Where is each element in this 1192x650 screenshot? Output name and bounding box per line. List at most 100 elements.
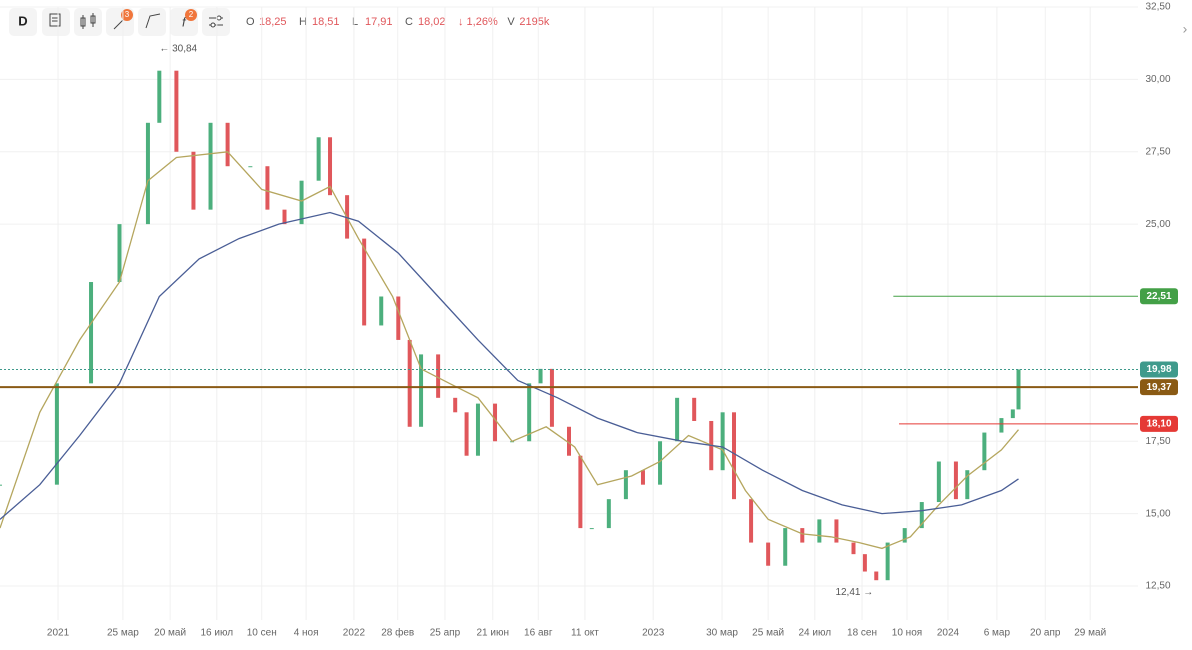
candle xyxy=(606,499,611,529)
x-tick-label: 4 ноя xyxy=(294,628,319,639)
candle xyxy=(658,441,663,485)
x-tick-label: 2021 xyxy=(47,628,70,639)
candle xyxy=(475,403,480,456)
candle xyxy=(316,137,321,181)
candle xyxy=(407,339,412,427)
y-tick-label: 25,00 xyxy=(1145,219,1170,230)
interval: D xyxy=(18,13,27,28)
chart-type-button[interactable] xyxy=(74,8,102,36)
candle xyxy=(732,412,737,500)
candle xyxy=(919,502,924,529)
ohlc-value: 18,02 xyxy=(418,16,446,28)
candle xyxy=(902,528,907,543)
candle xyxy=(567,426,571,456)
ohlc-label: O xyxy=(246,16,255,28)
candle xyxy=(527,383,532,442)
candle xyxy=(174,70,179,152)
candle xyxy=(817,519,822,543)
moving-average xyxy=(0,151,1019,550)
y-tick-label: 17,50 xyxy=(1145,436,1170,447)
candle xyxy=(191,151,196,210)
candle xyxy=(299,180,304,225)
candle xyxy=(936,461,941,503)
badge-count: 3 xyxy=(125,10,130,19)
level-label: 19,37 xyxy=(1146,382,1171,393)
candle xyxy=(379,296,384,326)
candle xyxy=(851,542,856,555)
candle xyxy=(157,70,162,123)
volume-label: V xyxy=(507,16,515,28)
x-tick-label: 30 мар xyxy=(706,628,738,639)
candle xyxy=(953,461,958,500)
ohlc-label: C xyxy=(405,16,413,28)
ohlc-label: H xyxy=(299,16,307,28)
candle xyxy=(0,484,2,486)
candle xyxy=(885,542,890,581)
plot xyxy=(0,6,1138,620)
x-tick-label: 24 июл xyxy=(799,628,832,639)
x-tick-label: 10 ноя xyxy=(892,628,922,639)
expand-arrow[interactable]: › xyxy=(1183,21,1188,37)
y-tick-label: 27,50 xyxy=(1145,146,1170,157)
icon xyxy=(145,13,161,29)
icon xyxy=(80,13,96,29)
settings-button[interactable] xyxy=(202,8,230,36)
badge xyxy=(185,9,197,21)
x-tick-label: 28 фев xyxy=(381,627,414,639)
annotation: ← 30,84 xyxy=(159,44,197,55)
level-label: 19,98 xyxy=(1146,364,1171,375)
candle xyxy=(208,122,213,210)
x-tick-label: 20 май xyxy=(154,628,186,639)
ohlc-value: 17,91 xyxy=(365,16,393,28)
ohlc-legend: O 18,25 H 18,51 L 17,91 C 18,02 ↓ 1,26% V 2195k xyxy=(246,16,550,28)
candle xyxy=(453,397,458,413)
line-button[interactable] xyxy=(138,8,166,36)
candle xyxy=(874,571,879,581)
x-tick-label: 6 мар xyxy=(984,628,1011,639)
level-badge xyxy=(1140,361,1178,378)
candle xyxy=(396,296,401,340)
x-tick-label: 25 апр xyxy=(430,628,461,639)
candle xyxy=(783,528,788,566)
candle xyxy=(800,528,805,543)
candle xyxy=(578,455,583,529)
icon xyxy=(49,13,61,27)
candle xyxy=(720,412,725,471)
candle xyxy=(675,397,680,442)
ohlc-label: L xyxy=(352,16,358,28)
x-tick-label: 29 май xyxy=(1074,628,1106,639)
level-label: 18,10 xyxy=(1146,419,1171,430)
y-tick-label: 32,50 xyxy=(1145,2,1170,13)
volume: 2195k xyxy=(519,16,549,28)
candle xyxy=(623,470,628,500)
level-badge xyxy=(1140,415,1178,432)
candle xyxy=(1016,369,1021,410)
x-tick-label: 10 сен xyxy=(247,628,277,639)
candle xyxy=(692,397,697,421)
compare-button[interactable] xyxy=(42,8,70,36)
candle xyxy=(493,403,498,442)
level-badge xyxy=(1140,288,1178,305)
icon xyxy=(210,22,216,28)
x-tick-label: 25 мар xyxy=(107,628,139,639)
candle xyxy=(419,354,424,427)
candle xyxy=(54,383,59,485)
x-tick-label: 2023 xyxy=(642,628,665,639)
x-tick-label: 2024 xyxy=(937,628,960,639)
x-tick-label: 25 май xyxy=(752,628,784,639)
x-tick-label: 11 окт xyxy=(571,628,599,639)
candle xyxy=(282,209,287,225)
x-tick-label: 2022 xyxy=(343,628,366,639)
candle xyxy=(117,224,122,283)
candle xyxy=(248,166,253,168)
candle xyxy=(766,542,771,566)
y-tick-label: 12,50 xyxy=(1145,581,1170,592)
badge-count: 2 xyxy=(189,10,194,19)
toolbar: D 3 f 2 O 18,25 H 18,51 L 17,91 C 18,02 ↓ 1,26% V… xyxy=(9,8,550,36)
candle xyxy=(464,412,469,456)
change: ↓ 1,26% xyxy=(458,16,498,28)
candle xyxy=(1010,409,1015,419)
x-tick-label: 16 авг xyxy=(524,628,553,639)
interval-button[interactable] xyxy=(9,8,37,36)
icon: f xyxy=(182,14,187,29)
